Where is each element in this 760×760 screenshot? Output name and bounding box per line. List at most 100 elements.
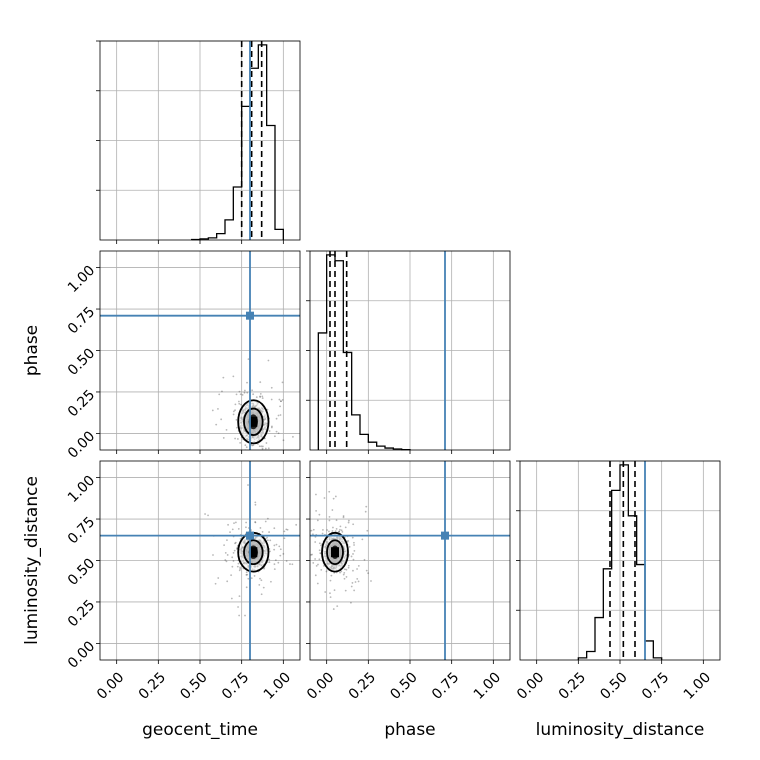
sample-point: [237, 606, 239, 608]
sample-point: [241, 393, 244, 396]
sample-point: [342, 573, 345, 576]
sample-point: [279, 414, 282, 416]
sample-point: [317, 563, 319, 566]
sample-point: [273, 544, 276, 547]
x-axis-label: luminosity_distance: [536, 720, 705, 740]
y-tick-label: 1.00: [65, 263, 98, 296]
sample-point: [236, 438, 239, 440]
sample-point: [270, 580, 272, 583]
sample-point: [365, 569, 368, 572]
sample-point: [235, 393, 238, 396]
sample-point: [254, 521, 257, 524]
sample-point: [207, 514, 209, 517]
sample-point: [262, 470, 264, 472]
sample-point: [330, 574, 333, 577]
sample-point: [332, 608, 335, 610]
sample-point: [318, 558, 321, 561]
sample-point: [278, 456, 280, 458]
sample-point: [273, 435, 276, 438]
sample-point: [226, 554, 229, 556]
sample-point: [357, 580, 360, 583]
sample-point: [351, 536, 354, 539]
y-tick-label: 0.75: [65, 514, 98, 547]
sample-point: [263, 567, 266, 570]
sample-point: [308, 546, 310, 548]
sample-point: [353, 544, 355, 546]
sample-point: [263, 456, 265, 458]
sample-point: [318, 513, 321, 516]
sample-point: [234, 409, 236, 412]
sample-point: [217, 577, 220, 579]
sample-point: [217, 408, 219, 410]
truth-marker: [246, 531, 254, 540]
sample-point: [347, 521, 350, 524]
sample-point: [234, 521, 237, 524]
panel-geocent_time-vs-luminosity_distance: 0.00 0.25 0.50 0.75 1.000.000.250.500.751.00: [65, 460, 301, 703]
sample-point: [245, 446, 248, 449]
sample-point: [239, 566, 241, 569]
sample-point: [261, 530, 264, 533]
density-peak: [249, 416, 258, 427]
histogram-steps: [577, 464, 663, 660]
sample-point: [246, 391, 249, 394]
histogram-steps: [191, 44, 284, 241]
sample-point: [347, 539, 349, 542]
sample-point: [329, 592, 331, 595]
sample-point: [336, 605, 339, 608]
sample-point: [291, 469, 293, 471]
x-tick-label: 0.50: [597, 669, 630, 702]
sample-point: [258, 583, 261, 586]
sample-point: [353, 589, 356, 592]
sample-point: [238, 569, 241, 572]
x-tick-label: 0.50: [387, 669, 420, 702]
sample-point: [278, 398, 281, 401]
sample-point: [259, 392, 262, 395]
sample-point: [233, 482, 235, 484]
sample-point: [273, 548, 276, 551]
sample-point: [234, 542, 236, 545]
sample-point: [294, 545, 296, 547]
sample-point: [310, 553, 312, 556]
sample-point: [224, 559, 227, 561]
sample-point: [239, 393, 242, 396]
sample-point: [331, 530, 334, 532]
sample-point: [231, 556, 234, 559]
y-tick-label: 0.25: [65, 597, 98, 630]
sample-point: [283, 537, 286, 540]
sample-point: [319, 552, 322, 555]
sample-point: [269, 539, 272, 542]
sample-point: [253, 575, 256, 577]
sample-point: [312, 528, 315, 531]
sample-point: [240, 403, 242, 406]
sample-point: [218, 393, 221, 396]
sample-point: [260, 593, 263, 596]
sample-point: [328, 530, 330, 533]
sample-point: [351, 582, 354, 584]
sample-point: [247, 577, 250, 580]
sample-point: [340, 529, 343, 532]
sample-point: [315, 564, 318, 567]
sample-point: [264, 520, 267, 523]
sample-point: [352, 553, 354, 555]
sample-point: [245, 526, 247, 529]
sample-point: [279, 554, 282, 557]
sample-point: [254, 521, 257, 523]
sample-point: [328, 490, 331, 493]
sample-point: [261, 445, 264, 448]
sample-point: [250, 577, 253, 580]
sample-point: [279, 548, 282, 551]
sample-point: [266, 536, 268, 539]
sample-point: [347, 564, 350, 567]
y-tick-label: 1.00: [65, 473, 98, 506]
hist-luminosity_distance: 0.00 0.25 0.50 0.75 1.00: [514, 460, 721, 703]
sample-point: [314, 541, 317, 543]
sample-point: [354, 581, 357, 583]
y-tick-label: 0.00: [65, 638, 98, 671]
sample-point: [268, 561, 271, 564]
sample-point: [261, 447, 264, 450]
sample-point: [266, 517, 269, 520]
sample-point: [338, 531, 340, 533]
sample-point: [329, 579, 332, 582]
sample-point: [252, 393, 255, 396]
